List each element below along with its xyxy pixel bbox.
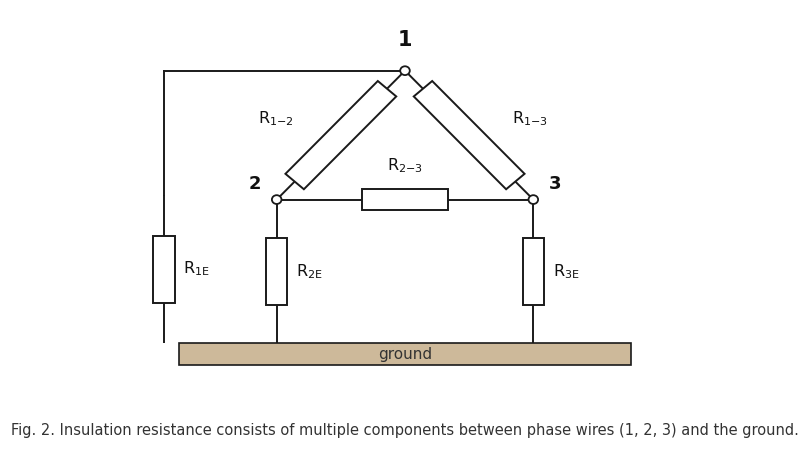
Text: 3: 3	[549, 175, 561, 193]
Text: $\mathregular{R_{2E}}$: $\mathregular{R_{2E}}$	[296, 262, 323, 280]
Ellipse shape	[400, 66, 410, 75]
FancyBboxPatch shape	[266, 238, 288, 305]
FancyBboxPatch shape	[522, 238, 544, 305]
Text: $\mathregular{R_{3E}}$: $\mathregular{R_{3E}}$	[552, 262, 579, 280]
FancyBboxPatch shape	[362, 189, 448, 210]
Text: $\mathregular{R_{1\mathrm{-}3}}$: $\mathregular{R_{1\mathrm{-}3}}$	[512, 109, 548, 128]
Text: 2: 2	[249, 175, 261, 193]
Ellipse shape	[528, 195, 538, 204]
Text: 1: 1	[398, 30, 412, 50]
Text: $\mathregular{R_{2\mathrm{-}3}}$: $\mathregular{R_{2\mathrm{-}3}}$	[387, 156, 423, 175]
Polygon shape	[285, 81, 396, 189]
Ellipse shape	[272, 195, 282, 204]
Text: $\mathregular{R_{1\mathrm{-}2}}$: $\mathregular{R_{1\mathrm{-}2}}$	[258, 109, 294, 128]
FancyBboxPatch shape	[180, 343, 630, 365]
Text: $\mathregular{R_{1E}}$: $\mathregular{R_{1E}}$	[183, 260, 210, 279]
Polygon shape	[414, 81, 525, 189]
FancyBboxPatch shape	[153, 236, 174, 303]
Text: Fig. 2. Insulation resistance consists of multiple components between phase wire: Fig. 2. Insulation resistance consists o…	[11, 423, 799, 438]
Text: ground: ground	[378, 346, 432, 362]
